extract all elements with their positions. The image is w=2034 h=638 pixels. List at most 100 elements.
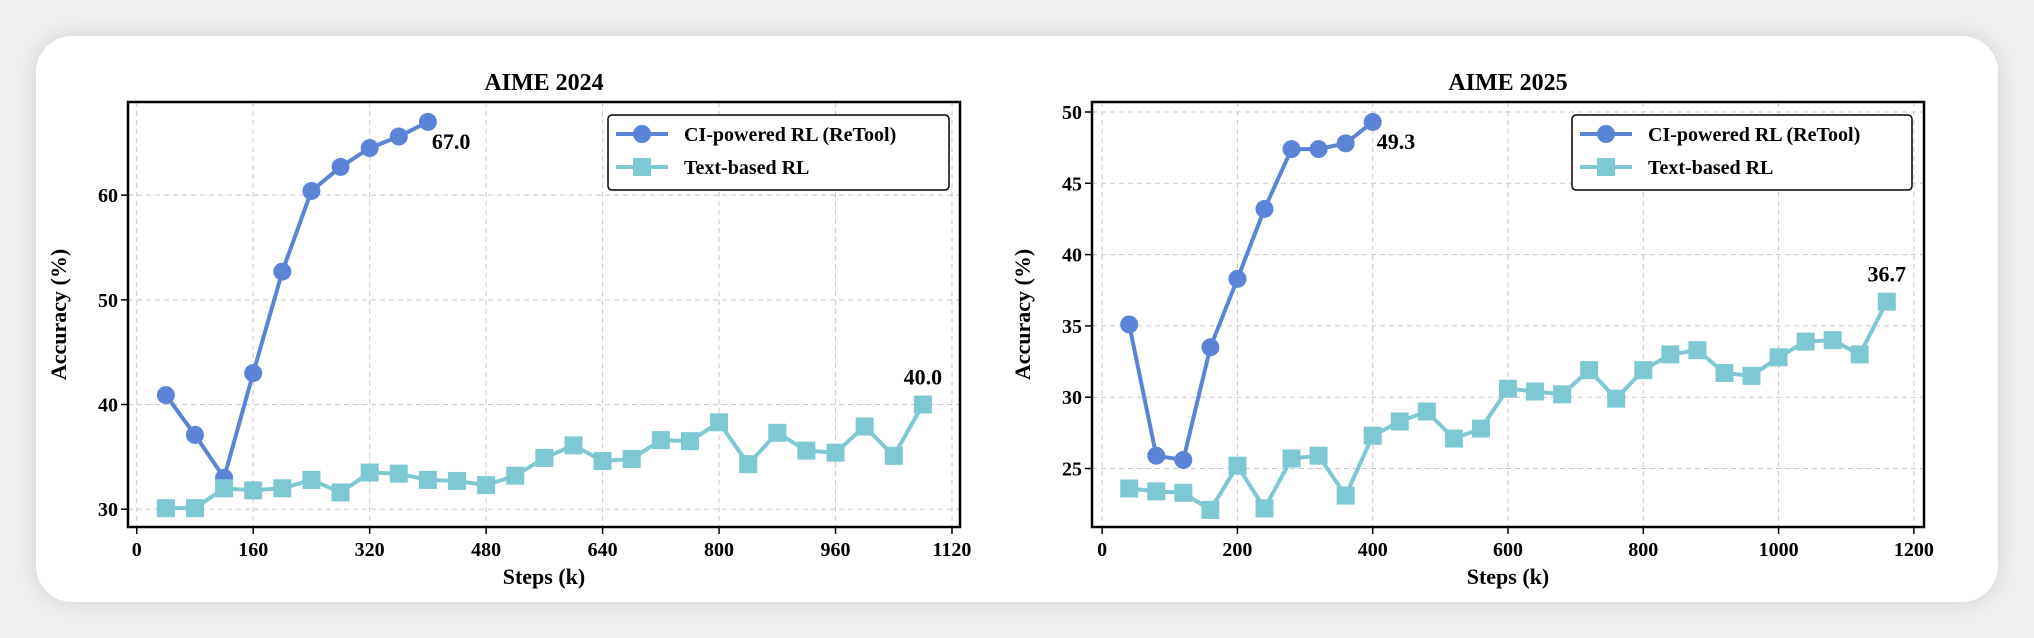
- x-tick-label: 0: [132, 539, 142, 561]
- y-tick-label: 50: [1062, 102, 1082, 124]
- data-point: [855, 417, 874, 436]
- y-tick-label: 45: [1062, 173, 1082, 195]
- data-point: [1580, 361, 1599, 380]
- data-point: [185, 499, 204, 518]
- y-tick-label: 35: [1062, 316, 1082, 338]
- end-value-label: 49.3: [1377, 129, 1416, 154]
- data-point: [1201, 500, 1220, 519]
- data-point: [1255, 199, 1274, 218]
- data-point: [1336, 486, 1355, 505]
- x-tick-label: 600: [1493, 539, 1523, 561]
- x-tick-label: 640: [588, 539, 618, 561]
- data-point: [1390, 412, 1409, 431]
- data-point: [1444, 429, 1463, 448]
- data-point: [1471, 419, 1490, 438]
- data-point: [797, 441, 816, 460]
- data-point: [710, 413, 729, 432]
- series-line: [1128, 300, 1889, 512]
- data-point: [1688, 341, 1707, 360]
- y-tick-label: 40: [1062, 245, 1082, 267]
- data-point: [418, 112, 437, 131]
- data-point: [1769, 348, 1788, 367]
- data-point: [302, 470, 321, 489]
- series-0: 49.3: [1120, 112, 1416, 469]
- data-point: [156, 499, 175, 518]
- legend-marker-circle: [1597, 125, 1615, 143]
- data-point: [331, 157, 350, 176]
- end-value-label: 40.0: [904, 365, 943, 390]
- data-point: [1417, 402, 1436, 421]
- data-point: [360, 139, 379, 158]
- data-point: [156, 386, 175, 405]
- data-point: [1877, 292, 1896, 311]
- data-point: [622, 449, 641, 468]
- data-point: [360, 463, 379, 482]
- x-tick-label: 800: [1628, 539, 1658, 561]
- x-tick-label: 800: [704, 539, 734, 561]
- data-point: [1715, 363, 1734, 382]
- data-point: [273, 262, 292, 281]
- x-tick-label: 400: [1358, 539, 1388, 561]
- data-point: [215, 479, 234, 498]
- legend-label: Text-based RL: [684, 157, 809, 179]
- y-tick-label: 50: [98, 290, 118, 312]
- data-point: [244, 364, 263, 383]
- y-axis-label: Accuracy (%): [46, 249, 71, 380]
- y-tick-label: 40: [98, 395, 118, 417]
- data-point: [1336, 134, 1355, 153]
- y-tick-label: 60: [98, 185, 118, 207]
- chart-title: AIME 2025: [1448, 70, 1567, 96]
- legend-marker-square: [633, 158, 651, 176]
- legend: CI-powered RL (ReTool) Text-based RL: [1571, 114, 1913, 191]
- legend-label: CI-powered RL (ReTool): [1648, 124, 1860, 146]
- data-point: [1282, 449, 1301, 468]
- data-point: [739, 455, 758, 474]
- x-tick-label: 960: [821, 539, 851, 561]
- legend-marker-square: [1597, 158, 1615, 176]
- data-point: [302, 181, 321, 200]
- data-point: [1634, 361, 1653, 380]
- data-point: [185, 425, 204, 444]
- data-point: [680, 432, 699, 451]
- data-point: [1742, 366, 1761, 385]
- data-point: [1553, 385, 1572, 404]
- data-point: [1661, 345, 1680, 364]
- data-point: [1228, 456, 1247, 475]
- data-point: [535, 448, 554, 467]
- y-tick-label: 30: [98, 499, 118, 521]
- legend-box: [1571, 114, 1913, 191]
- data-point: [418, 470, 437, 489]
- data-point: [1526, 382, 1545, 401]
- x-tick-label: 1200: [1894, 539, 1934, 561]
- x-tick-label: 1000: [1759, 539, 1799, 561]
- data-point: [913, 395, 932, 414]
- data-point: [651, 431, 670, 450]
- data-point: [1147, 446, 1166, 465]
- end-value-label: 67.0: [432, 129, 471, 154]
- data-point: [1174, 450, 1193, 469]
- x-tick-label: 160: [238, 539, 268, 561]
- data-point: [1120, 479, 1139, 498]
- data-point: [1201, 338, 1220, 357]
- data-point: [1255, 499, 1274, 518]
- data-point: [1499, 379, 1517, 398]
- data-point: [1363, 112, 1382, 131]
- x-tick-label: 1120: [933, 539, 972, 561]
- plot-frame: [126, 100, 962, 529]
- data-point: [477, 476, 496, 495]
- x-tick-label: 480: [471, 539, 501, 561]
- data-point: [1309, 446, 1328, 465]
- plot-frame: [1090, 100, 1926, 529]
- series-line: [1127, 120, 1374, 462]
- x-tick-label: 200: [1222, 539, 1252, 561]
- data-point: [593, 452, 612, 471]
- data-point: [389, 464, 408, 483]
- end-value-label: 36.7: [1868, 262, 1907, 287]
- data-point: [1282, 140, 1301, 159]
- data-point: [1363, 426, 1382, 445]
- data-point: [1796, 332, 1815, 351]
- x-tick-label: 320: [355, 539, 385, 561]
- legend-marker-circle: [633, 125, 651, 143]
- legend-box: [607, 114, 950, 191]
- y-tick-label: 25: [1062, 459, 1082, 481]
